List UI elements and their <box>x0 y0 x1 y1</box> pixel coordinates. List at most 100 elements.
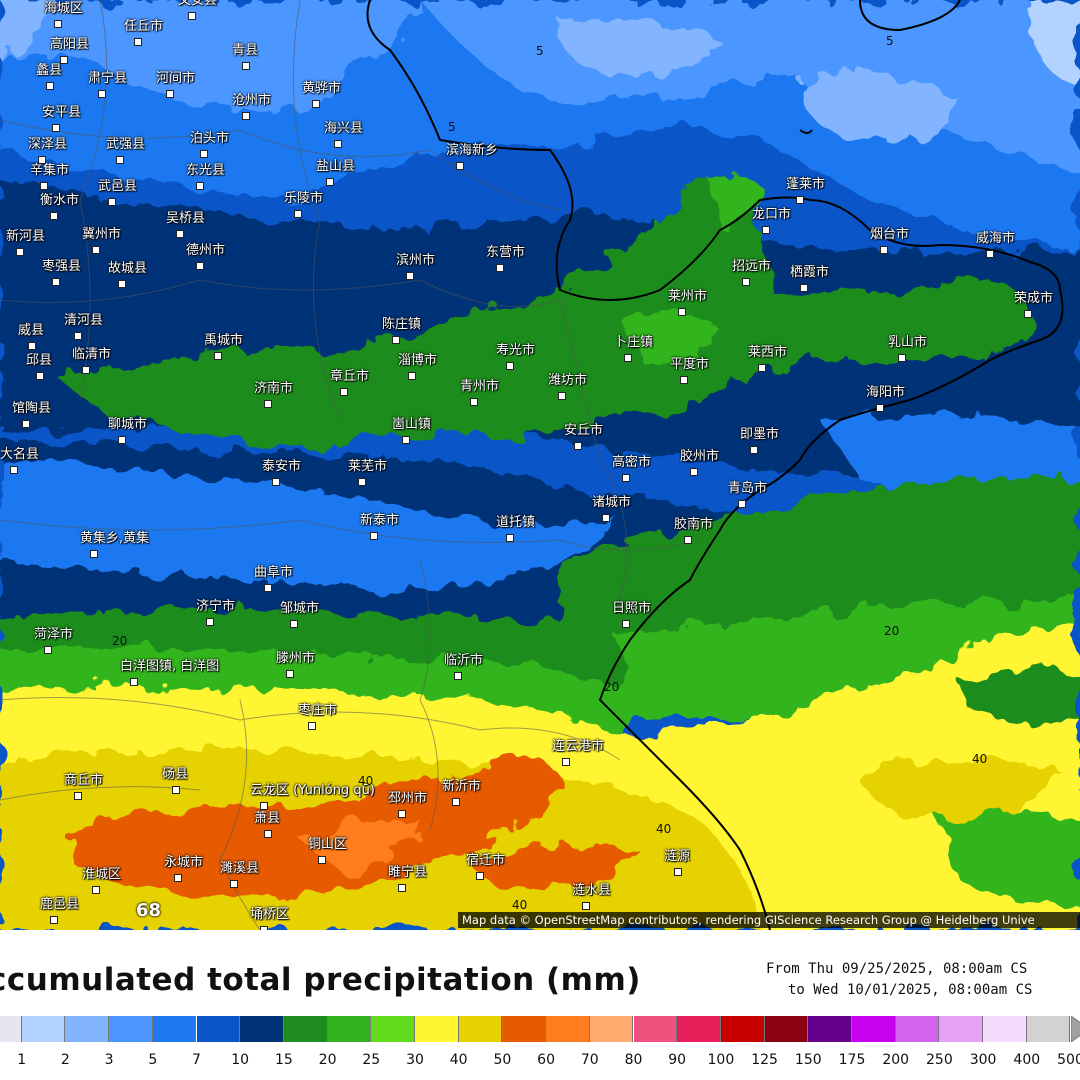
city-label[interactable]: 淮城区 <box>82 867 122 882</box>
city-label[interactable]: 邹城市 <box>280 601 320 616</box>
city-label[interactable]: 滨海新乡 <box>446 143 499 158</box>
city-label[interactable]: 馆陶县 <box>12 401 52 416</box>
city-label[interactable]: 即墨市 <box>740 427 780 442</box>
city-label[interactable]: 卜庄镇 <box>614 335 654 350</box>
city-label[interactable]: 青岛市 <box>728 481 768 496</box>
city-label[interactable]: 砀县 <box>162 767 189 782</box>
city-label[interactable]: 菏泽市 <box>34 627 74 642</box>
city-label[interactable]: 邱县 <box>26 353 53 368</box>
city-label[interactable]: 衡水市 <box>40 193 80 208</box>
city-label[interactable]: 涟水县 <box>572 883 612 898</box>
city-label[interactable]: 威海市 <box>976 231 1016 246</box>
city-label[interactable]: 禹城市 <box>204 333 244 348</box>
city-label[interactable]: 冀州市 <box>82 227 122 242</box>
city-label[interactable]: 埇桥区 <box>250 907 290 922</box>
city-label[interactable]: 肃宁县 <box>88 71 128 86</box>
contour-label: 40 <box>656 822 672 836</box>
city-label[interactable]: 枣强县 <box>42 259 82 274</box>
city-label[interactable]: 云龙区 (Yunlóng qū) <box>250 783 375 798</box>
city-label[interactable]: 平度市 <box>670 357 710 372</box>
city-label[interactable]: 枣庄市 <box>298 703 338 718</box>
city-label[interactable]: 滨州市 <box>396 253 436 268</box>
city-label[interactable]: 寿光市 <box>496 343 536 358</box>
city-label[interactable]: 青州市 <box>460 379 500 394</box>
city-label[interactable]: 吴桥县 <box>166 211 206 226</box>
city-label[interactable]: 清河县 <box>64 313 104 328</box>
city-label[interactable]: 深泽县 <box>28 137 68 152</box>
city-label[interactable]: 睢宁县 <box>388 865 428 880</box>
city-label[interactable]: 泊头市 <box>190 131 230 146</box>
city-label[interactable]: 萧县 <box>254 811 281 826</box>
city-label[interactable]: 东营市 <box>486 245 526 260</box>
city-label[interactable]: 鹿邑县 <box>40 897 80 912</box>
city-label[interactable]: 新河县 <box>6 229 46 244</box>
city-label[interactable]: 永城市 <box>164 855 204 870</box>
city-label[interactable]: 淄博市 <box>398 353 438 368</box>
city-label[interactable]: 胶州市 <box>680 449 720 464</box>
city-label[interactable]: 邳州市 <box>388 791 428 806</box>
city-label[interactable]: 青县 <box>232 43 259 58</box>
city-label[interactable]: 崮山镇 <box>392 417 432 432</box>
city-label[interactable]: 曲阜市 <box>254 565 294 580</box>
city-label[interactable]: 武强县 <box>106 137 146 152</box>
city-label[interactable]: 任丘市 <box>124 19 164 34</box>
city-label[interactable]: 涟源 <box>664 849 691 864</box>
contour-label: 5 <box>886 34 894 48</box>
city-label[interactable]: 乳山市 <box>888 335 928 350</box>
city-label[interactable]: 新泰市 <box>360 513 400 528</box>
city-label[interactable]: 聊城市 <box>108 417 148 432</box>
city-label[interactable]: 泰安市 <box>262 459 302 474</box>
city-label[interactable]: 商丘市 <box>64 773 104 788</box>
city-label[interactable]: 高密市 <box>612 455 652 470</box>
city-label[interactable]: 安丘市 <box>564 423 604 438</box>
city-label[interactable]: 临沂市 <box>444 653 484 668</box>
city-label[interactable]: 故城县 <box>108 261 148 276</box>
city-label[interactable]: 道托镇 <box>496 515 536 530</box>
city-label[interactable]: 大名县 <box>0 447 40 462</box>
city-label[interactable]: 铜山区 <box>308 837 348 852</box>
city-label[interactable]: 辛集市 <box>30 163 70 178</box>
city-label[interactable]: 河间市 <box>156 71 196 86</box>
city-label[interactable]: 招远市 <box>732 259 772 274</box>
city-label[interactable]: 乐陵市 <box>284 191 324 206</box>
city-label[interactable]: 蠡县 <box>36 63 63 78</box>
city-label[interactable]: 烟台市 <box>870 227 910 242</box>
city-label[interactable]: 文安县 <box>178 0 218 8</box>
city-label[interactable]: 威县 <box>18 323 45 338</box>
city-label[interactable]: 濉溪县 <box>220 861 260 876</box>
city-label[interactable]: 莱州市 <box>668 289 708 304</box>
city-label[interactable]: 黄骅市 <box>302 81 342 96</box>
precipitation-map[interactable]: 海城区 文安县任丘市高阳县 青县蠡县肃宁县 河间市黄骅市安平县 沧州市海兴县深泽县 武强县… <box>0 0 1080 930</box>
city-label[interactable]: 陈庄镇 <box>382 317 422 332</box>
city-label[interactable]: 武邑县 <box>98 179 138 194</box>
city-label[interactable]: 白洋图镇, 白洋图 <box>120 659 220 674</box>
city-label[interactable]: 宿迁市 <box>466 853 506 868</box>
city-label[interactable]: 栖霞市 <box>790 265 830 280</box>
city-label[interactable]: 济南市 <box>254 381 294 396</box>
city-label[interactable]: 海兴县 <box>324 121 364 136</box>
city-label[interactable]: 诸城市 <box>592 495 632 510</box>
city-label[interactable]: 东光县 <box>186 163 226 178</box>
city-label[interactable]: 新沂市 <box>442 779 482 794</box>
city-label[interactable]: 沧州市 <box>232 93 272 108</box>
city-label[interactable]: 莱西市 <box>748 345 788 360</box>
city-label[interactable]: 胶南市 <box>674 517 714 532</box>
city-label[interactable]: 章丘市 <box>330 369 370 384</box>
city-label[interactable]: 滕州市 <box>276 651 316 666</box>
city-label[interactable]: 龙口市 <box>752 207 792 222</box>
city-label[interactable]: 临清市 <box>72 347 112 362</box>
city-label[interactable]: 安平县 <box>42 105 82 120</box>
city-label[interactable]: 盐山县 <box>316 159 356 174</box>
city-label[interactable]: 高阳县 <box>50 37 90 52</box>
city-label[interactable]: 连云港市 <box>552 739 605 754</box>
city-label[interactable]: 济宁市 <box>196 599 236 614</box>
city-label[interactable]: 莱芜市 <box>348 459 388 474</box>
city-label[interactable]: 日照市 <box>612 601 652 616</box>
city-label[interactable]: 蓬莱市 <box>786 177 826 192</box>
city-label[interactable]: 海阳市 <box>866 385 906 400</box>
city-label[interactable]: 德州市 <box>186 243 226 258</box>
city-label[interactable]: 荣成市 <box>1014 291 1054 306</box>
city-label[interactable]: 潍坊市 <box>548 373 588 388</box>
city-label[interactable]: 黄集乡,黄集 <box>80 531 150 546</box>
city-label[interactable]: 海城区 <box>44 1 84 16</box>
